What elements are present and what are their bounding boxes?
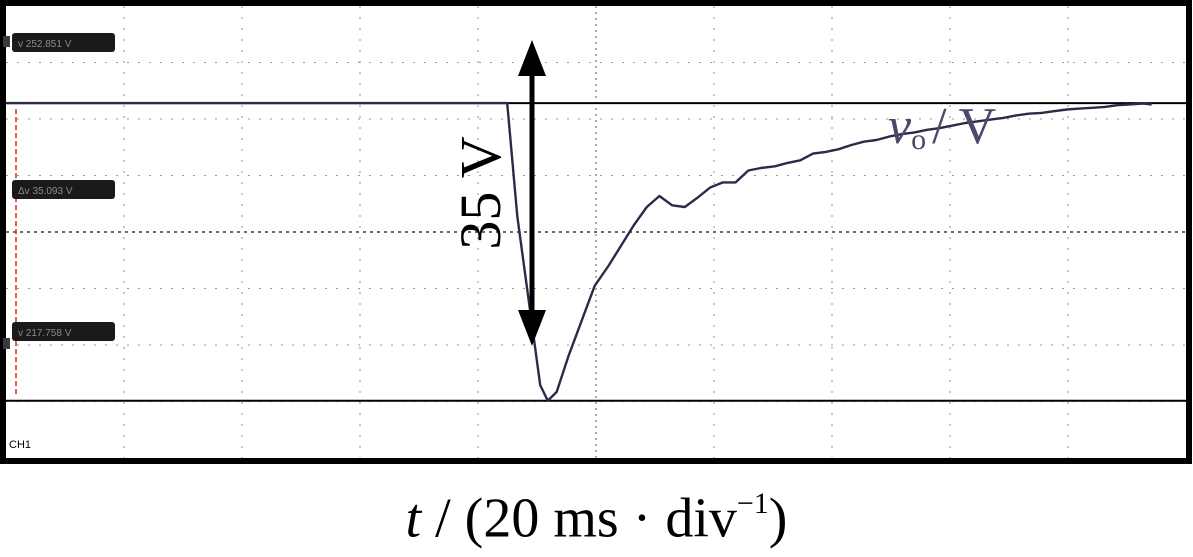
grid — [6, 6, 1186, 458]
x-axis-label-unit: / (20 ms · div — [421, 487, 737, 550]
channel-label: CH1 — [9, 439, 31, 451]
dip-double-arrow — [518, 40, 546, 346]
cursor-readout-upper-box: v 252.851 V — [12, 33, 115, 52]
cursor-readout-lower-box: v 217.758 V — [12, 322, 115, 341]
series-label-sub: o — [911, 123, 926, 156]
x-axis-label-close: ) — [768, 487, 788, 550]
oscilloscope-plot: v 252.851 V Δv 35.093 V v 217.758 V 35 V… — [0, 0, 1192, 464]
series-label-main: v — [888, 98, 912, 155]
cursor-readout-lower: v 217.758 V — [18, 328, 72, 339]
dip-annotation: 35 V — [448, 136, 513, 249]
series-label-rest: / V — [932, 98, 996, 155]
cursor-readout-delta-box: Δv 35.093 V — [12, 180, 115, 199]
cursor-marker-lower — [3, 338, 10, 349]
cursor-marker-upper — [3, 36, 10, 47]
cursor-readout-delta: Δv 35.093 V — [18, 186, 73, 197]
series-label: vo / V — [888, 98, 996, 156]
x-axis-label: t / (20 ms · div−1) — [0, 470, 1193, 550]
cursor-readout-upper: v 252.851 V — [18, 39, 72, 50]
x-axis-label-sup: −1 — [736, 487, 769, 520]
x-axis-label-var: t — [405, 487, 422, 550]
vo-trace — [6, 101, 1152, 402]
